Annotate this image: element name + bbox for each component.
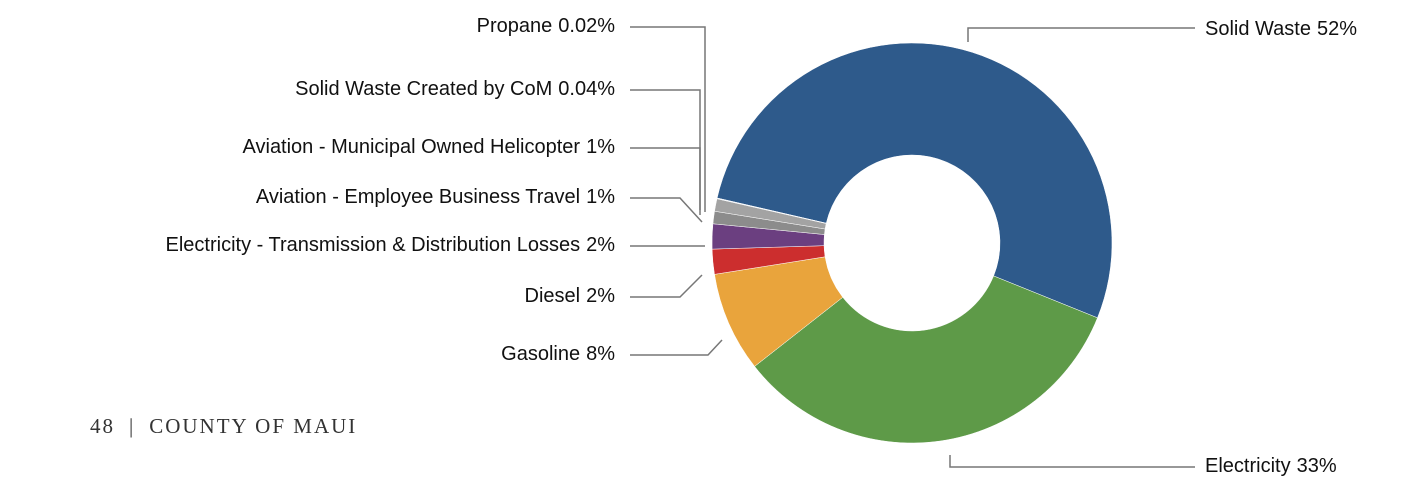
leader-line — [630, 89, 701, 215]
category-name: Aviation - Employee Business Travel — [256, 186, 580, 208]
leader-lines — [630, 26, 1195, 468]
value-label: 0.04% — [558, 78, 615, 100]
category-name: Gasoline — [501, 343, 580, 365]
value-label: 8% — [586, 343, 615, 365]
leader-line — [630, 339, 723, 356]
category-name: Propane — [477, 15, 553, 37]
category-name: Solid Waste Created by CoM — [295, 78, 552, 100]
leader-line — [967, 27, 1195, 42]
category-name: Aviation - Municipal Owned Helicopter — [243, 136, 581, 158]
category-name: Solid Waste — [1205, 18, 1311, 40]
category-name: Electricity - Transmission & Distributio… — [166, 234, 581, 256]
value-label: 0.02% — [558, 15, 615, 37]
slice — [716, 42, 1113, 319]
value-label: 2% — [586, 234, 615, 256]
slice-label: Electricity 33% — [1205, 455, 1337, 477]
footer: 48 | COUNTY OF MAUI — [90, 414, 357, 438]
slice — [754, 275, 1098, 444]
slice-label: Gasoline 8% — [501, 343, 615, 365]
slice-label: Propane 0.02% — [477, 15, 616, 37]
leader-line — [949, 455, 1195, 468]
leader-line — [630, 26, 706, 212]
separator: | — [129, 414, 135, 438]
leader-line — [630, 147, 701, 210]
category-name: Diesel — [525, 285, 581, 307]
slice-label: Solid Waste Created by CoM 0.04% — [295, 78, 615, 100]
slice-label: Solid Waste 52% — [1205, 18, 1357, 40]
value-label: 33% — [1297, 455, 1337, 477]
page-number: 48 — [90, 414, 115, 438]
value-label: 2% — [586, 285, 615, 307]
slice-label: Electricity - Transmission & Distributio… — [166, 234, 616, 256]
leader-line — [630, 197, 703, 223]
footer-text: COUNTY OF MAUI — [149, 414, 357, 438]
value-label: 1% — [586, 186, 615, 208]
slice — [716, 197, 827, 224]
value-label: 52% — [1317, 18, 1357, 40]
category-name: Electricity — [1205, 455, 1291, 477]
slice-label: Aviation - Municipal Owned Helicopter 1% — [243, 136, 616, 158]
leader-line — [630, 274, 703, 298]
slice-label: Aviation - Employee Business Travel 1% — [256, 186, 615, 208]
value-label: 1% — [586, 136, 615, 158]
slice-label: Diesel 2% — [525, 285, 616, 307]
